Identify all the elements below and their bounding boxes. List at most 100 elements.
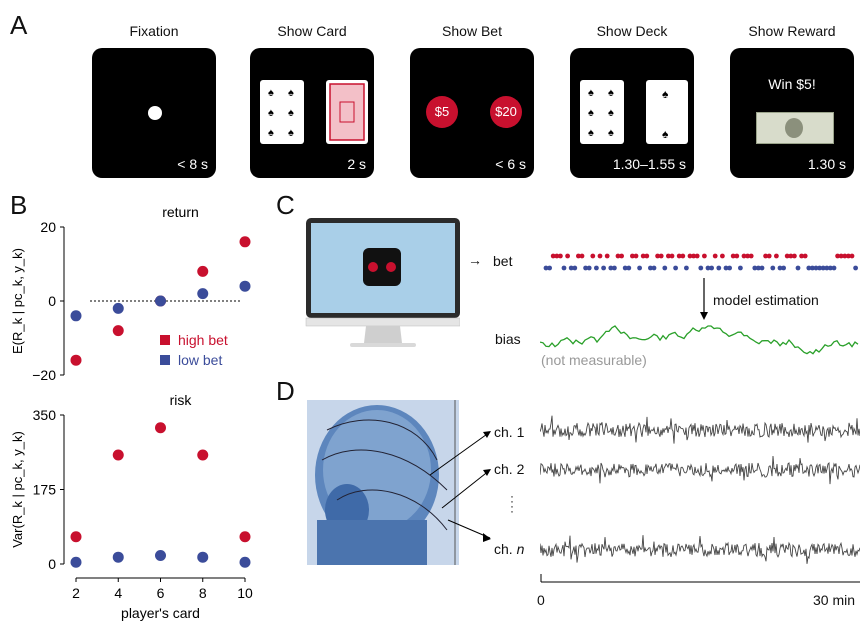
- low-bet-trial: [673, 265, 678, 271]
- panel-d-letter: D: [276, 376, 295, 406]
- stage-time-fixation: < 8 s: [177, 156, 208, 172]
- show-deck-screen: ♠ ♠ ♠ ♠ ♠ ♠ ♠ ♠ 1.30–1.55 s: [570, 48, 694, 178]
- high-bet-trial: [802, 253, 808, 259]
- stage-title-fixation: Fixation: [129, 23, 179, 39]
- high-bet-trial: [734, 253, 740, 259]
- x-tick-label: 4: [114, 585, 122, 601]
- stage-time-show-bet: < 6 s: [495, 156, 526, 172]
- bet-chip-high: $20: [490, 96, 522, 128]
- low-bet-trial: [561, 265, 567, 271]
- eeg-trace-channel: [540, 415, 860, 444]
- low-bet-trial: [684, 265, 689, 271]
- high-bet-point: [197, 265, 209, 277]
- deck-card: [646, 80, 688, 144]
- svg-text:♠: ♠: [608, 127, 614, 139]
- y-axis-label-risk: Var(R_k | pc_k, y_k): [10, 431, 25, 548]
- low-bet-trial: [612, 265, 617, 271]
- channel-arrows: [429, 431, 491, 542]
- low-bet-point: [155, 295, 166, 307]
- low-bet-trial: [723, 265, 729, 271]
- svg-text:♠: ♠: [288, 127, 294, 139]
- bias-trace: [540, 325, 859, 355]
- high-bet-point: [112, 449, 124, 461]
- low-bet-trial: [572, 265, 578, 271]
- bias-line: [540, 325, 859, 355]
- low-bet-trial: [831, 265, 837, 271]
- legend-swatch-high-bet: [160, 335, 170, 345]
- high-bet-trial: [741, 253, 747, 259]
- low-bet-point: [197, 288, 209, 300]
- high-bet-trial: [630, 253, 635, 259]
- fixation-screen: < 8 s: [92, 48, 216, 178]
- time-axis-end: 30 min: [813, 592, 856, 608]
- high-bet-trial: [597, 253, 603, 259]
- high-bet-trial: [666, 253, 671, 259]
- dollar-bill-image: [756, 112, 834, 144]
- channel-label-n: ch. n: [494, 541, 525, 557]
- low-bet-point: [70, 556, 82, 568]
- high-bet-trial: [835, 253, 840, 259]
- reward-text: Win $5!: [768, 76, 816, 92]
- low-bet-trial: [853, 265, 858, 271]
- high-bet-point: [155, 422, 166, 434]
- stage-title-show-card: Show Card: [277, 23, 347, 39]
- high-bet-trial: [669, 253, 675, 259]
- high-bet-trial: [774, 253, 779, 259]
- legend-label-high-bet: high bet: [178, 332, 228, 348]
- time-axis: [540, 574, 860, 583]
- low-bet-trial: [547, 265, 552, 271]
- stage-title-show-reward: Show Reward: [748, 23, 836, 39]
- high-bet-trial: [640, 253, 646, 259]
- bet-label: bet: [493, 253, 513, 269]
- low-bet-trial: [705, 265, 711, 271]
- low-bet-point: [112, 551, 124, 563]
- low-bet-trial: [806, 265, 812, 271]
- y-tick-label-return: 20: [40, 219, 56, 235]
- low-bet-trial: [738, 265, 743, 271]
- high-bet-trial: [792, 253, 797, 259]
- high-bet-trial: [720, 253, 725, 259]
- stage-time-show-deck: 1.30–1.55 s: [612, 156, 686, 172]
- y-tick-label-risk: 175: [33, 482, 57, 498]
- low-bet-trial: [781, 265, 786, 271]
- chart-title-return: return: [162, 204, 199, 220]
- show-reward-screen: Win $5! 1.30 s: [730, 48, 854, 178]
- low-bet-trial: [777, 265, 783, 271]
- low-bet-trial: [637, 265, 642, 271]
- eeg-traces: [540, 415, 860, 564]
- low-bet-trial: [810, 265, 815, 271]
- high-bet-trial: [590, 253, 596, 259]
- svg-text:♠: ♠: [268, 127, 274, 139]
- high-bet-trial: [658, 253, 664, 259]
- high-bet-trial: [766, 253, 772, 259]
- high-bet-trial: [615, 253, 621, 259]
- high-bet-trial: [687, 253, 693, 259]
- low-bet-trial: [828, 265, 833, 271]
- x-axis-label: player's card: [121, 605, 200, 621]
- low-bet-trial: [543, 265, 549, 271]
- low-bet-point: [155, 549, 166, 561]
- time-axis-start: 0: [537, 592, 545, 608]
- panel-b-letter: B: [10, 190, 28, 220]
- channel-label-1: ch. 1: [494, 424, 525, 440]
- high-bet-trial: [712, 253, 718, 259]
- cards-graphic: ♠ ♠ ♠ ♠ ♠ ♠: [260, 80, 368, 144]
- high-bet-point: [239, 236, 251, 248]
- low-bet-trial: [820, 265, 826, 271]
- low-bet-point: [112, 302, 124, 314]
- low-bet-trial: [651, 265, 657, 271]
- y-tick-label-risk: 0: [48, 556, 56, 572]
- low-bet-point: [197, 551, 209, 563]
- high-bet-trial: [558, 253, 563, 259]
- high-bet-point: [239, 531, 251, 543]
- high-bet-trial: [691, 253, 696, 259]
- channel-label-2: ch. 2: [494, 461, 525, 477]
- svg-text:♠: ♠: [588, 107, 594, 119]
- low-bet-trial: [716, 265, 722, 271]
- svg-text:♠: ♠: [588, 87, 594, 99]
- high-bet-trial: [576, 253, 581, 259]
- y-tick-label-return: −20: [32, 367, 56, 383]
- svg-text:♠: ♠: [608, 87, 614, 99]
- high-bet-trial: [604, 253, 610, 259]
- low-bet-trial: [813, 265, 819, 271]
